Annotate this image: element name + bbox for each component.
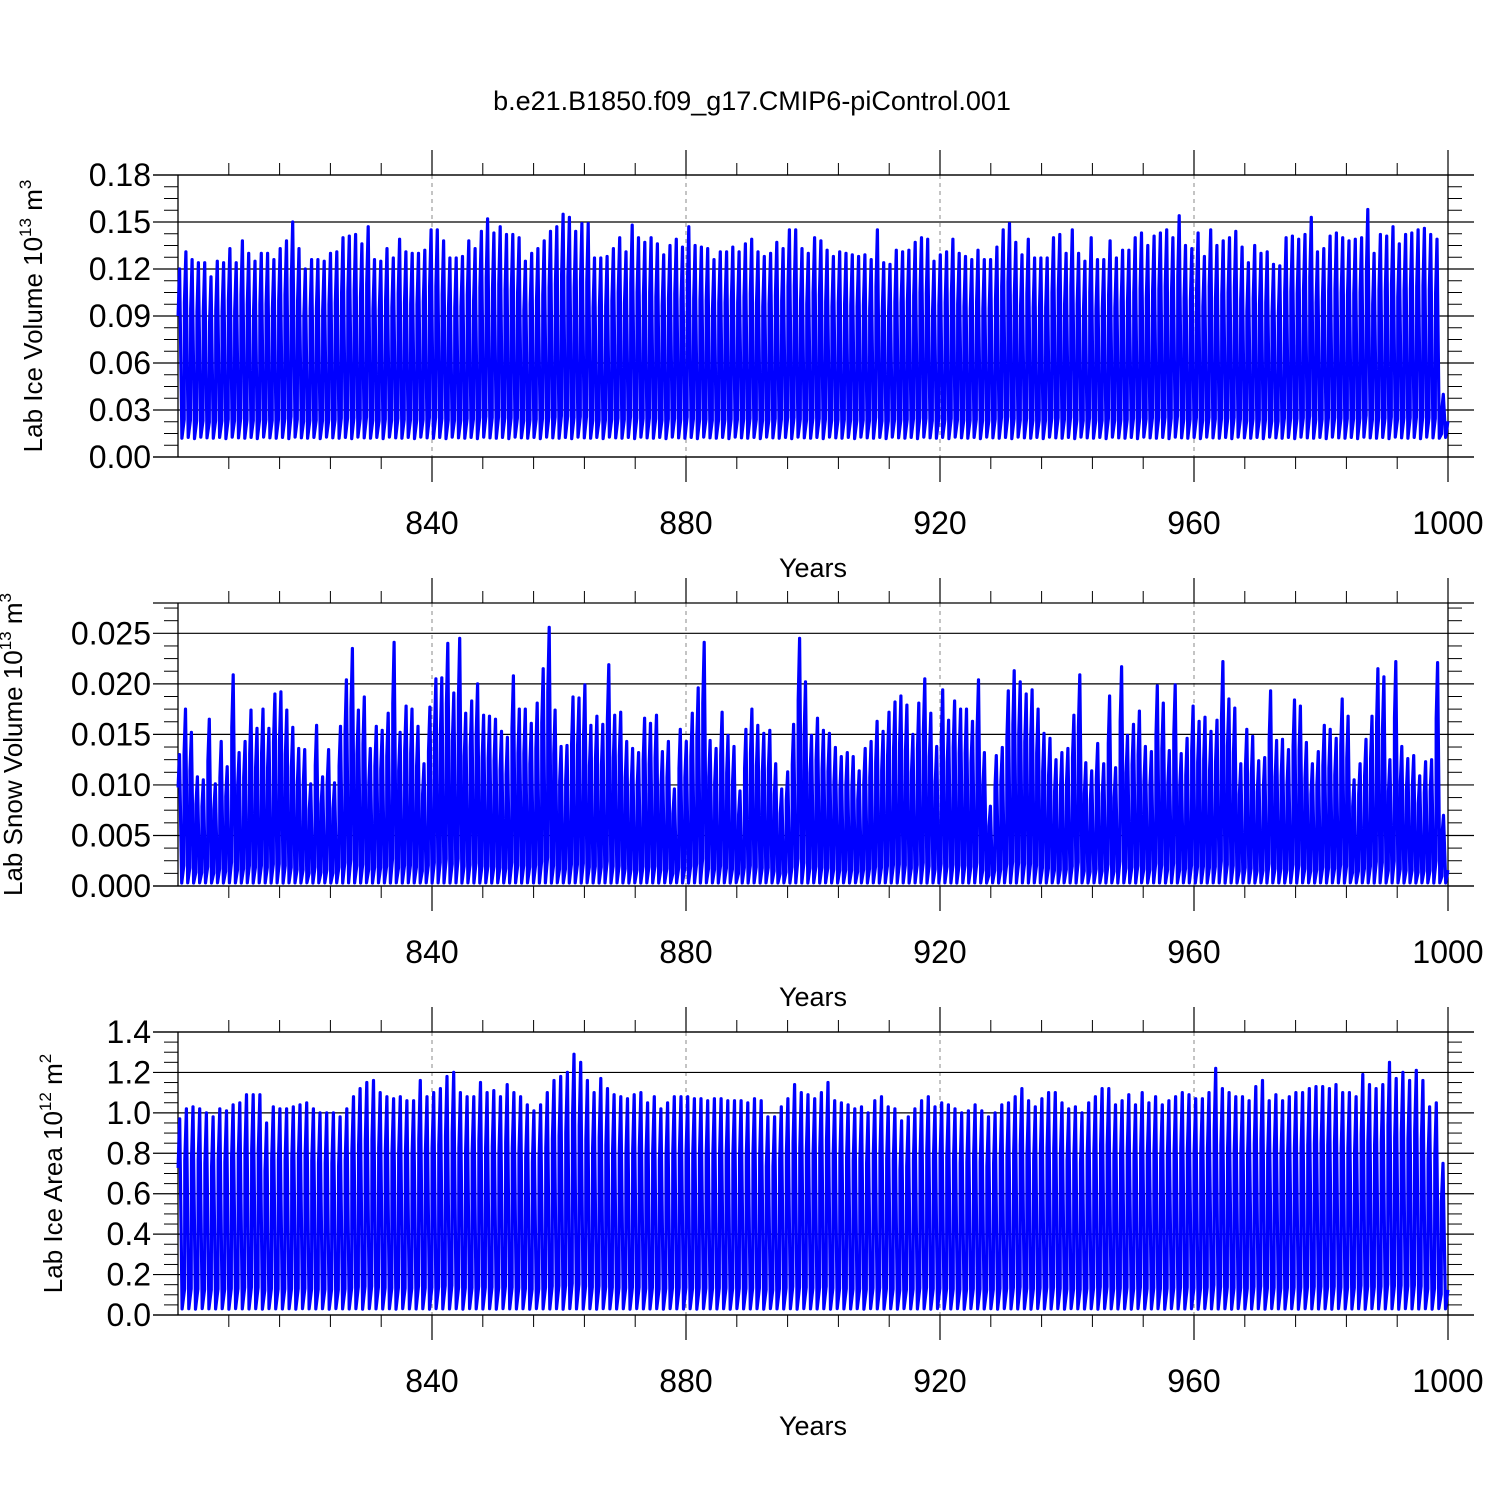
x-tick-label: 880 [659, 934, 712, 970]
y-tick-label: 1.0 [107, 1095, 151, 1131]
x-tick-label: 960 [1167, 1363, 1220, 1399]
y-tick-label: 0.12 [89, 251, 151, 287]
y-tick-label: 1.4 [107, 1014, 151, 1050]
x-tick-label: 960 [1167, 934, 1220, 970]
x-tick-label: 1000 [1412, 1363, 1483, 1399]
y-tick-label: 0.2 [107, 1257, 151, 1293]
x-tick-label: 920 [913, 1363, 966, 1399]
y-tick-label: 0.4 [107, 1216, 151, 1252]
x-tick-label: 1000 [1412, 934, 1483, 970]
x-axis-label: Years [779, 982, 847, 1012]
data-series-line [176, 1052, 1450, 1311]
y-tick-label: 0.0 [107, 1297, 151, 1333]
x-tick-label: 840 [405, 505, 458, 541]
chart-panel-1: 0.00 0.03 0.06 0.09 0.12 0.15 0.18 840 880 920 960… [16, 150, 1484, 583]
x-axis-label: Years [779, 553, 847, 583]
data-series-line [176, 625, 1450, 885]
figure-title: b.e21.B1850.f09_g17.CMIP6-piControl.001 [493, 86, 1011, 116]
x-tick-label: 1000 [1412, 505, 1483, 541]
chart-panel-2: 0.000 0.005 0.010 0.015 0.020 0.025 840 880 920 9… [0, 578, 1484, 1012]
y-tick-label: 1.2 [107, 1054, 151, 1090]
x-tick-label: 880 [659, 1363, 712, 1399]
x-tick-label: 880 [659, 505, 712, 541]
y-tick-label: 0.020 [71, 666, 151, 702]
x-tick-label: 840 [405, 934, 458, 970]
x-tick-label: 960 [1167, 505, 1220, 541]
y-axis-label: Lab Ice Area 1012 m2 [36, 1054, 68, 1293]
y-tick-label: 0.025 [71, 615, 151, 651]
data-series-line [176, 207, 1450, 441]
y-tick-label: 0.010 [71, 767, 151, 803]
y-tick-label: 0.03 [89, 392, 151, 428]
y-axis-label: Lab Ice Volume 1013 m3 [16, 180, 48, 453]
y-tick-label: 0.000 [71, 868, 151, 904]
y-tick-label: 0.015 [71, 716, 151, 752]
y-tick-label: 0.06 [89, 345, 151, 381]
y-tick-label: 0.005 [71, 817, 151, 853]
x-tick-label: 920 [913, 934, 966, 970]
y-axis-label: Lab Snow Volume 1013 m3 [0, 593, 28, 896]
x-tick-label: 920 [913, 505, 966, 541]
chart-panel-3: 0.0 0.2 0.4 0.6 0.8 1.0 1.2 1.4 840 880 920 960 1000… [36, 1007, 1484, 1441]
y-tick-label: 0.00 [89, 439, 151, 475]
y-tick-label: 0.15 [89, 204, 151, 240]
x-tick-label: 840 [405, 1363, 458, 1399]
y-tick-label: 0.09 [89, 298, 151, 334]
y-tick-label: 0.18 [89, 157, 151, 193]
y-tick-label: 0.8 [107, 1135, 151, 1171]
y-tick-label: 0.6 [107, 1176, 151, 1212]
x-axis-label: Years [779, 1411, 847, 1441]
